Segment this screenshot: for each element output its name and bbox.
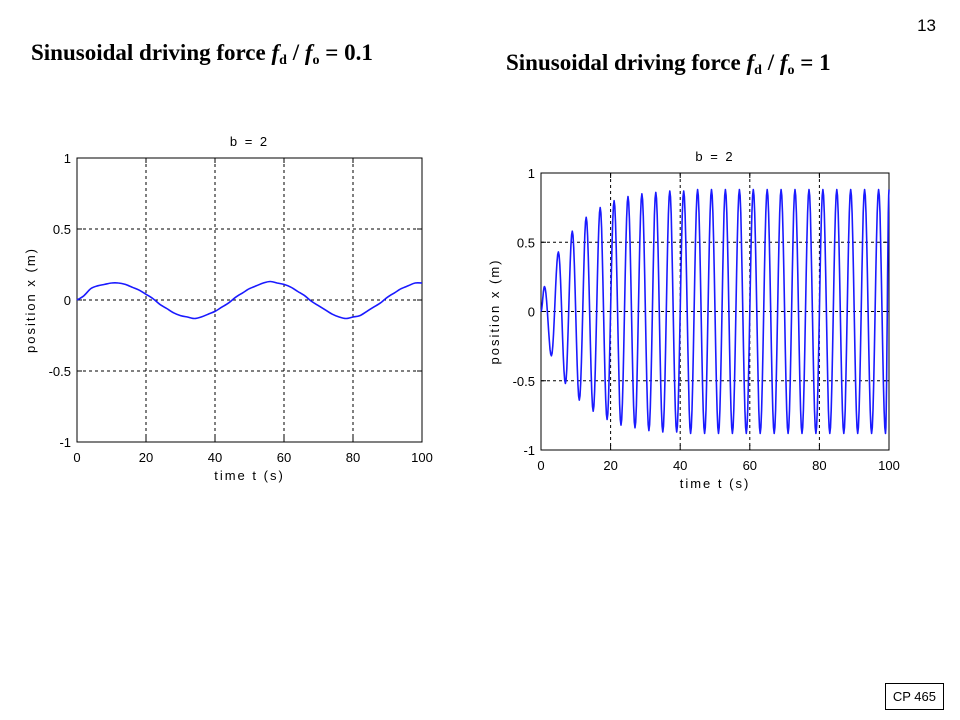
chart0-tick-label-x-5: 100 bbox=[411, 450, 433, 465]
chart0-tick-label-x-0: 0 bbox=[73, 450, 80, 465]
chart0-series-line bbox=[76, 280, 423, 320]
chart0-xlabel: time t (s) bbox=[214, 468, 285, 483]
left-heading-prefix: Sinusoidal driving force bbox=[31, 40, 272, 65]
chart1-tick-label-x-3: 60 bbox=[743, 458, 757, 473]
chart1-tick-label-x-0: 0 bbox=[537, 458, 544, 473]
chart1-tick-label-x-5: 100 bbox=[878, 458, 900, 473]
chart0-title: b = 2 bbox=[230, 134, 269, 149]
chart1-tick-label-x-1: 20 bbox=[603, 458, 617, 473]
chart1-tick-label-y-4: -1 bbox=[523, 443, 535, 458]
chart0-tick-label-y-3: -0.5 bbox=[49, 364, 71, 379]
chart1-tick-label-x-2: 40 bbox=[673, 458, 687, 473]
chart1-tick-label-x-4: 80 bbox=[812, 458, 826, 473]
chart0-tick-label-y-1: 0.5 bbox=[53, 222, 71, 237]
left-heading-sub2: o bbox=[312, 53, 320, 68]
chart1-tick-label-y-3: -0.5 bbox=[513, 374, 535, 389]
chart0-tick-label-x-2: 40 bbox=[208, 450, 222, 465]
left-heading-mid: / bbox=[286, 40, 305, 65]
page-number: 13 bbox=[917, 16, 936, 35]
left-heading: Sinusoidal driving force fd / fo = 0.1 bbox=[31, 40, 373, 69]
chart1-series-line bbox=[540, 188, 890, 435]
chart1-xlabel: time t (s) bbox=[680, 476, 751, 491]
chart1-title: b = 2 bbox=[695, 149, 734, 164]
right-heading-suffix: = 1 bbox=[794, 50, 831, 75]
chart1-tick-label-y-2: 0 bbox=[528, 305, 535, 320]
right-heading-sub2: o bbox=[787, 63, 795, 78]
chart1-tick-label-y-0: 1 bbox=[528, 166, 535, 181]
right-heading: Sinusoidal driving force fd / fo = 1 bbox=[506, 50, 831, 79]
right-heading-mid: / bbox=[761, 50, 780, 75]
right-heading-sub1: d bbox=[754, 63, 762, 78]
left-heading-suffix: = 0.1 bbox=[319, 40, 373, 65]
chart0-tick-label-x-3: 60 bbox=[277, 450, 291, 465]
chart0-tick-label-y-4: -1 bbox=[59, 435, 71, 450]
left-heading-sub1: d bbox=[279, 53, 287, 68]
chart0-tick-label-x-1: 20 bbox=[139, 450, 153, 465]
right-heading-f1: f bbox=[746, 50, 755, 75]
right-heading-f2: f bbox=[779, 50, 788, 75]
left-heading-f1: f bbox=[271, 40, 280, 65]
left-heading-f2: f bbox=[304, 40, 313, 65]
chart1-ylabel: position x (m) bbox=[487, 258, 502, 364]
footer-label: CP 465 bbox=[884, 683, 944, 710]
chart0-tick-label-y-2: 0 bbox=[64, 293, 71, 308]
right-heading-prefix: Sinusoidal driving force bbox=[506, 50, 747, 75]
chart1-tick-label-y-1: 0.5 bbox=[517, 235, 535, 250]
chart0-tick-label-y-0: 1 bbox=[64, 151, 71, 166]
chart0-ylabel: position x (m) bbox=[23, 247, 38, 353]
chart0-tick-label-x-4: 80 bbox=[346, 450, 360, 465]
